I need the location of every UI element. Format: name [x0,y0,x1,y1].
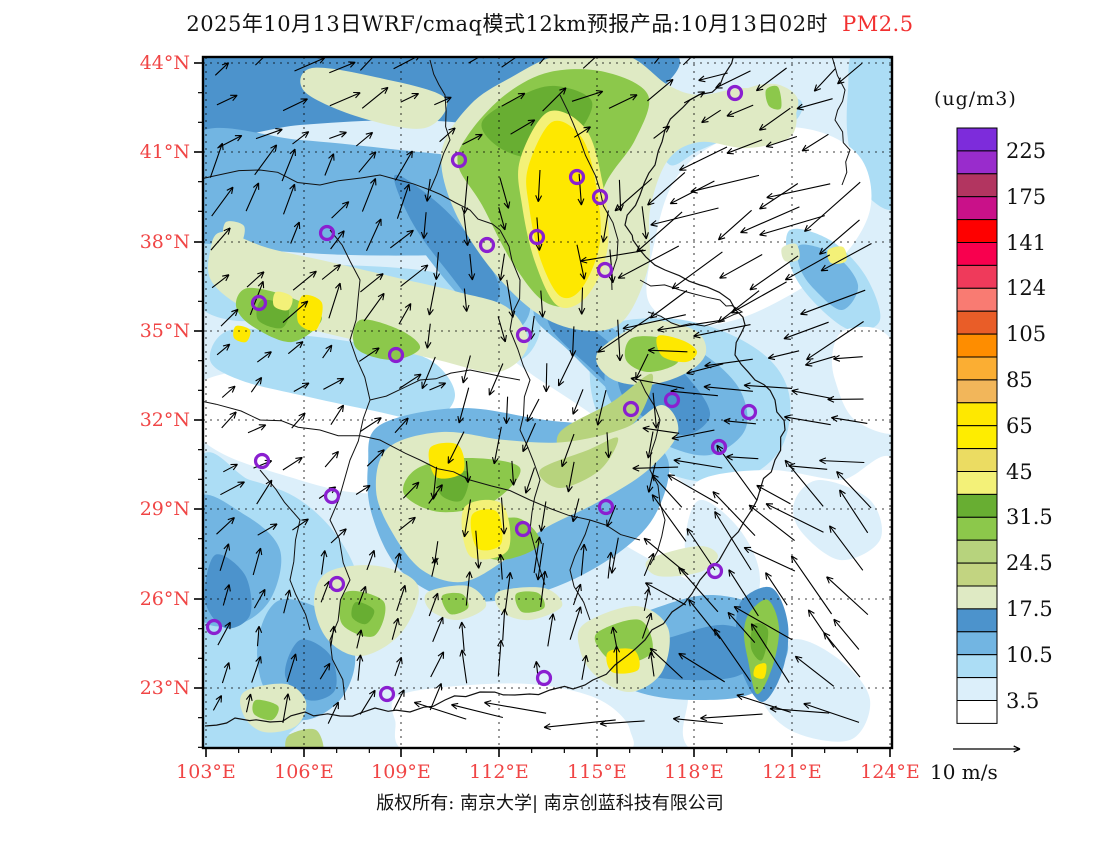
copyright-footer: 版权所有: 南京大学| 南京创蓝科技有限公司 [376,793,724,814]
title-variable: PM2.5 [842,12,914,36]
coast-and-border-lines [203,57,851,727]
lon-tick-label: 112°E [469,761,529,783]
colorbar-value-label: 105 [1006,322,1047,347]
lon-tick-label: 124°E [860,761,920,783]
lat-tick-label: 35°N [139,320,190,342]
lon-tick-label: 109°E [371,761,431,783]
colorbar-unit-label: (ug/m3) [934,88,1017,110]
colorbar-value-label: 45 [1006,459,1033,484]
lat-tick-label: 29°N [139,498,190,520]
colorbar-value-label: 24.5 [1006,551,1053,576]
colorbar-value-label: 65 [1006,413,1033,438]
colorbar [956,127,998,724]
lon-tick-label: 115°E [567,761,627,783]
colorbar-value-label: 141 [1006,230,1047,255]
lat-tick-label: 41°N [139,141,190,163]
lat-tick-label: 26°N [139,588,190,610]
lon-tick-label: 118°E [664,761,724,783]
lon-tick-label: 121°E [762,761,822,783]
lon-tick-label: 106°E [274,761,334,783]
station-markers [205,84,758,703]
lat-tick-label: 32°N [139,409,190,431]
lat-tick-label: 38°N [139,231,190,253]
colorbar-value-label: 17.5 [1006,596,1053,621]
colorbar-value-label: 85 [1006,367,1033,392]
map-frame-and-ticks [194,55,894,757]
lat-tick-label: 23°N [139,677,190,699]
colorbar-value-label: 31.5 [1006,505,1053,530]
colorbar-value-label: 124 [1006,276,1047,301]
lat-tick-label: 44°N [139,52,190,74]
graticule-grid [203,57,892,748]
lon-tick-label: 103°E [176,761,236,783]
colorbar-value-label: 3.5 [1006,688,1040,713]
colorbar-value-label: 10.5 [1006,642,1053,667]
wind-scale-label: 10 m/s [930,760,998,784]
colorbar-value-label: 225 [1006,138,1047,163]
page-title: 2025年10月13日WRF/cmaq模式12km预报产品:10月13日02时 P… [0,8,1100,38]
wind-reference-arrow [953,745,1021,753]
wind-vector-field [209,57,872,731]
colorbar-value-label: 175 [1006,184,1047,209]
title-text: 2025年10月13日WRF/cmaq模式12km预报产品:10月13日02时 [186,12,829,36]
